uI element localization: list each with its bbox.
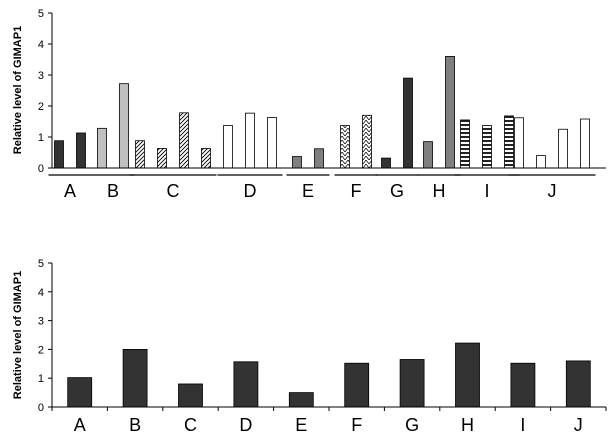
chart-bottom-x-label: D: [239, 415, 252, 435]
chart-top-y-tick-label: 2: [38, 101, 44, 113]
chart-top-x-label: B: [107, 181, 119, 201]
chart-bottom-y-tick-label: 5: [38, 258, 44, 270]
chart-bottom-bar: [399, 359, 425, 408]
chart-top-bar: [54, 140, 64, 169]
chart-bottom-x-label: H: [461, 415, 474, 435]
chart-top-y-tick-label: 4: [38, 39, 44, 51]
chart-top-x-label: I: [484, 181, 489, 201]
chart-top-bar: [179, 112, 189, 169]
chart-top-bar: [558, 128, 568, 169]
chart-bottom-x-label: J: [574, 415, 583, 435]
chart-bottom-bar: [67, 377, 93, 408]
chart-top-bar: [514, 117, 524, 169]
chart-top-x-label: A: [64, 181, 76, 201]
chart-top-bar: [403, 77, 413, 169]
chart-top-x-label: D: [244, 181, 257, 201]
chart-top-y-tick-label: 0: [38, 163, 44, 175]
chart-top-bar: [292, 156, 302, 169]
chart-top-bar: [482, 125, 492, 169]
chart-top-x-label: G: [390, 181, 404, 201]
chart-top-bar: [340, 125, 350, 169]
chart-bottom-bar: [122, 348, 148, 408]
chart-top-x-label: C: [167, 181, 180, 201]
chart-bottom-x-label: C: [184, 415, 197, 435]
chart-top-x-label: H: [433, 181, 446, 201]
chart-top-bar: [580, 118, 590, 169]
chart-top-y-axis-title: Relative level of GIMAP1: [12, 26, 24, 154]
chart-bottom-bar: [233, 361, 259, 408]
chart-bottom-x-labels: A B C D E F G H I J: [74, 415, 583, 435]
chart-top-bar: [201, 148, 211, 169]
chart-top-bar: [314, 148, 324, 169]
chart-top-bar: [423, 141, 433, 169]
chart-top-bar: [97, 127, 107, 169]
chart-top-bar: [135, 140, 145, 169]
chart-top-bar: [157, 148, 167, 169]
chart-top-axes: [51, 13, 606, 169]
chart-top-y-ticks: 0 1 2 3 4 5: [38, 8, 52, 175]
chart-top-x-label: F: [351, 181, 362, 201]
chart-bottom-x-label: F: [351, 415, 362, 435]
chart-top-bars: [54, 56, 590, 169]
chart-top-y-tick-label: 3: [38, 70, 44, 82]
chart-bottom-bar: [344, 362, 370, 408]
chart-bottom-y-axis-title: Relative level of GIMAP1: [12, 271, 24, 399]
chart-top-x-labels: A B C D E F G H I J: [48, 174, 596, 201]
chart-bottom-x-label: G: [405, 415, 419, 435]
chart-bottom-x-label: I: [520, 415, 525, 435]
chart-top-y-tick-label: 5: [38, 8, 44, 20]
chart-bottom-y-tick-label: 4: [38, 287, 44, 299]
chart-top-y-tick-label: 1: [38, 132, 44, 144]
chart-top-x-label: J: [548, 181, 557, 201]
chart-bottom-y-ticks: 0 1 2 3 4 5: [38, 258, 52, 414]
chart-top-bar: [362, 114, 372, 169]
chart-bottom-bar: [455, 342, 480, 408]
chart-top-bar: [245, 112, 255, 169]
chart-top-bar: [445, 56, 455, 169]
chart-bottom-bar: [565, 360, 591, 408]
chart-bottom-y-tick-label: 3: [38, 316, 44, 328]
chart-bottom-x-label: E: [295, 415, 307, 435]
chart-top-bar: [504, 115, 514, 169]
chart-bottom-bar: [288, 392, 314, 408]
chart-top-x-label: E: [302, 181, 314, 201]
chart-top-bar: [267, 117, 277, 169]
chart-bottom-x-label: A: [74, 415, 86, 435]
chart-bottom-y-tick-label: 2: [38, 344, 44, 356]
chart-bottom-bar: [510, 362, 536, 408]
chart-top-panel: Relative level of GIMAP1 0 1 2 3 4 5 A B C D E F G H…: [12, 8, 606, 201]
chart-top-bar: [460, 119, 470, 169]
chart-top-bar: [223, 125, 233, 169]
chart-bottom-bars: [67, 342, 591, 408]
chart-bottom-axes: [51, 263, 607, 411]
chart-top-bar: [536, 155, 546, 169]
chart-top-bar: [76, 132, 86, 169]
chart-bottom-y-tick-label: 1: [38, 373, 44, 385]
chart-top-bar: [119, 83, 129, 169]
chart-bottom-panel: Relative level of GIMAP1 0 1 2 3 4 5 A B C D E F G H…: [12, 258, 607, 435]
chart-bottom-x-label: B: [129, 415, 141, 435]
chart-top-bar: [381, 157, 391, 169]
chart-bottom-y-tick-label: 0: [38, 402, 44, 414]
chart-bottom-bar: [178, 383, 203, 408]
